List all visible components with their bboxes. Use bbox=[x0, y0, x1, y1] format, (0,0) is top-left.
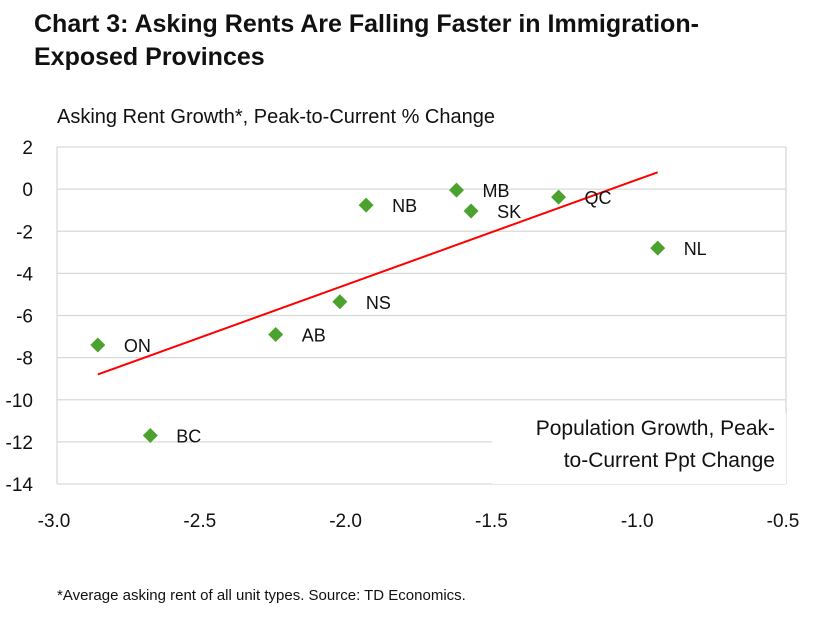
x-tick-label: -1.0 bbox=[621, 511, 654, 532]
point-label: MB bbox=[482, 181, 509, 201]
point-label: NB bbox=[392, 196, 417, 216]
y-tick-label: -4 bbox=[16, 264, 33, 285]
y-tick-label: 0 bbox=[22, 180, 33, 201]
x-tick-label: -3.0 bbox=[38, 511, 71, 532]
y-tick-label: 2 bbox=[22, 138, 33, 159]
x-tick-label: -2.5 bbox=[183, 511, 216, 532]
y-tick-label: -8 bbox=[16, 349, 33, 370]
x-axis-label: Population Growth, Peak- bbox=[536, 417, 775, 440]
y-tick-label: -10 bbox=[6, 391, 33, 412]
point-label: SK bbox=[497, 202, 521, 222]
x-axis-label: to-Current Ppt Change bbox=[564, 449, 775, 472]
x-label-background bbox=[492, 413, 786, 484]
data-point-mb bbox=[448, 182, 464, 198]
point-label: BC bbox=[176, 427, 201, 447]
data-point-ab bbox=[268, 326, 284, 342]
data-point-qc bbox=[551, 189, 567, 205]
point-label: QC bbox=[585, 188, 612, 208]
y-tick-label: -14 bbox=[6, 475, 34, 496]
x-tick-label: -1.5 bbox=[475, 511, 508, 532]
data-point-ns bbox=[332, 294, 348, 310]
data-point-nl bbox=[650, 240, 666, 256]
data-point-on bbox=[90, 337, 106, 353]
y-tick-label: -2 bbox=[16, 222, 33, 243]
point-label: NS bbox=[366, 293, 391, 313]
point-label: AB bbox=[302, 325, 326, 345]
x-tick-label: -2.0 bbox=[329, 511, 362, 532]
footnote: *Average asking rent of all unit types. … bbox=[57, 587, 466, 604]
data-point-sk bbox=[463, 203, 479, 219]
point-label: NL bbox=[684, 239, 707, 259]
x-tick-label: -0.5 bbox=[767, 511, 800, 532]
data-point-bc bbox=[142, 428, 158, 444]
y-axis-label: Asking Rent Growth*, Peak-to-Current % C… bbox=[57, 106, 495, 128]
chart-title: Chart 3: Asking Rents Are Falling Faster… bbox=[34, 10, 699, 71]
y-tick-label: -6 bbox=[16, 307, 33, 328]
point-label: ON bbox=[124, 336, 151, 356]
y-tick-label: -12 bbox=[6, 433, 33, 454]
trendline bbox=[97, 171, 659, 376]
data-point-nb bbox=[358, 197, 374, 213]
